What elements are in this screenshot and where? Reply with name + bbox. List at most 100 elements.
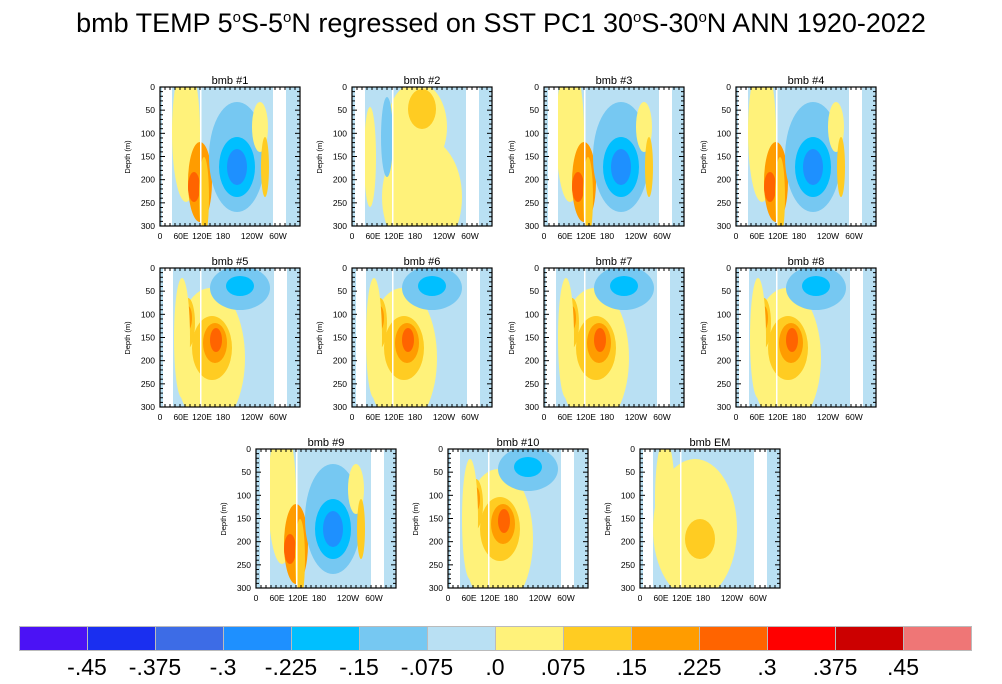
- x-tick-label: 60W: [845, 412, 862, 422]
- x-tick-label: 120W: [817, 412, 839, 422]
- y-tick-label: 300: [237, 583, 251, 593]
- y-tick-label: 250: [141, 379, 155, 389]
- contour-region: [261, 137, 269, 197]
- contour-region: [174, 278, 190, 398]
- x-tick-label: 180: [792, 231, 806, 241]
- land-mask: [296, 449, 298, 588]
- x-tick-label: 120W: [241, 412, 263, 422]
- colorbar-swatch: [904, 627, 971, 650]
- colorbar-label: -.225: [264, 654, 318, 680]
- y-tick-label: 0: [726, 82, 731, 92]
- y-tick-label: 100: [237, 490, 251, 500]
- y-tick-label: 0: [726, 263, 731, 273]
- colorbar-label: -.375: [128, 654, 182, 680]
- land-mask: [355, 87, 365, 226]
- x-tick-label: 60E: [365, 412, 380, 422]
- y-tick-label: 250: [429, 560, 443, 570]
- colorbar-label: .0: [485, 654, 505, 680]
- x-tick-label: 120W: [721, 593, 743, 603]
- colorbar-label: -.3: [209, 654, 237, 680]
- x-tick-label: 180: [696, 593, 710, 603]
- land-mask: [738, 87, 748, 226]
- land-mask: [776, 268, 778, 407]
- y-tick-label: 0: [342, 82, 347, 92]
- x-tick-label: 0: [350, 231, 355, 241]
- x-tick-label: 120W: [433, 412, 455, 422]
- contour-region: [402, 328, 414, 352]
- contour-region: [837, 137, 845, 197]
- colorbar-label: .075: [540, 654, 586, 680]
- land-mask: [643, 449, 653, 588]
- x-tick-label: 120W: [529, 593, 551, 603]
- y-axis-label: Depth (m): [219, 502, 228, 536]
- y-tick-label: 300: [141, 402, 155, 412]
- x-tick-label: 120E: [576, 231, 596, 241]
- land-mask: [200, 87, 202, 226]
- x-tick-label: 60W: [269, 412, 286, 422]
- x-tick-label: 120E: [672, 593, 692, 603]
- y-tick-label: 0: [534, 82, 539, 92]
- contour-region: [775, 157, 785, 226]
- land-mask: [163, 268, 173, 407]
- y-tick-label: 250: [333, 379, 347, 389]
- contour-region: [558, 278, 574, 398]
- y-tick-label: 50: [338, 286, 348, 296]
- land-mask: [739, 268, 749, 407]
- x-tick-label: 0: [158, 412, 163, 422]
- y-tick-label: 200: [333, 356, 347, 366]
- figure-title: bmb TEMP 5oS-5oN regressed on SST PC1 30…: [76, 8, 926, 38]
- x-tick-label: 0: [542, 412, 547, 422]
- y-tick-label: 300: [333, 221, 347, 231]
- colorbar-label: .45: [887, 654, 919, 680]
- colorbar-swatch: [156, 627, 224, 650]
- panel-title: bmb #7: [596, 256, 633, 268]
- x-tick-label: 0: [254, 593, 259, 603]
- y-tick-label: 100: [621, 490, 635, 500]
- y-axis-label: Depth (m): [507, 321, 516, 355]
- y-tick-label: 200: [141, 356, 155, 366]
- y-tick-label: 100: [333, 309, 347, 319]
- y-axis-label: Depth (m): [411, 502, 420, 536]
- y-tick-label: 300: [717, 221, 731, 231]
- contour-region: [764, 172, 776, 202]
- y-axis-label: Depth (m): [699, 321, 708, 355]
- x-tick-label: 120E: [288, 593, 308, 603]
- y-tick-label: 250: [141, 198, 155, 208]
- y-axis-label: Depth (m): [315, 321, 324, 355]
- y-tick-label: 200: [525, 356, 539, 366]
- y-tick-label: 250: [525, 379, 539, 389]
- x-tick-label: 120W: [625, 231, 647, 241]
- y-tick-label: 300: [525, 221, 539, 231]
- colorbar-label: -.075: [400, 654, 454, 680]
- y-tick-label: 300: [333, 402, 347, 412]
- x-tick-label: 180: [792, 412, 806, 422]
- y-axis-label: Depth (m): [507, 140, 516, 174]
- land-mask: [849, 87, 862, 226]
- y-tick-label: 150: [525, 152, 539, 162]
- y-tick-label: 100: [525, 309, 539, 319]
- x-tick-label: 60E: [749, 412, 764, 422]
- x-tick-label: 60W: [461, 412, 478, 422]
- y-tick-label: 50: [146, 105, 156, 115]
- x-tick-label: 180: [600, 412, 614, 422]
- contour-region: [408, 89, 436, 129]
- panel-title: bmb #1: [212, 75, 249, 87]
- colorbar-swatch: [88, 627, 156, 650]
- land-mask: [273, 87, 286, 226]
- land-mask: [162, 87, 172, 226]
- land-mask: [467, 268, 480, 407]
- x-tick-label: 120E: [768, 412, 788, 422]
- y-tick-label: 200: [429, 537, 443, 547]
- panel-title: bmb #4: [788, 75, 825, 87]
- x-tick-label: 120E: [768, 231, 788, 241]
- x-tick-label: 180: [600, 231, 614, 241]
- y-tick-label: 50: [242, 467, 252, 477]
- x-tick-label: 60E: [749, 231, 764, 241]
- land-mask: [392, 87, 394, 226]
- land-mask: [659, 87, 672, 226]
- colorbar-swatch: [20, 627, 88, 650]
